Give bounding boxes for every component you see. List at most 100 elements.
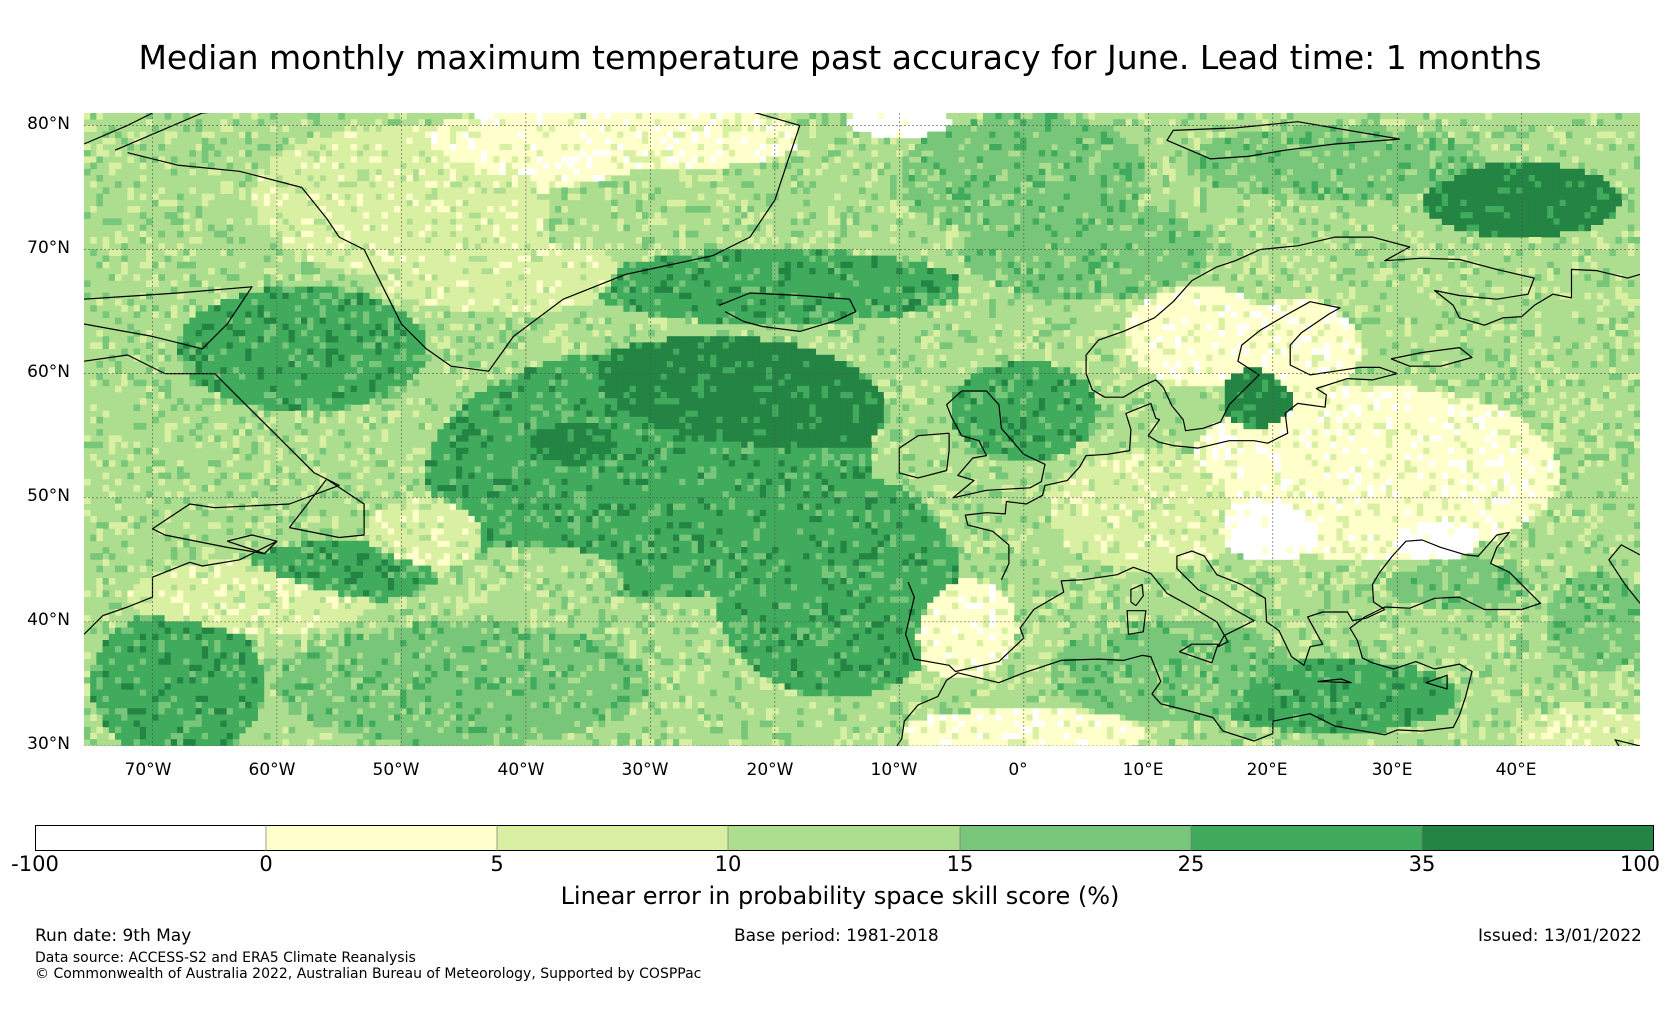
score-cell [1435, 206, 1443, 213]
score-cell [425, 181, 432, 188]
score-cell [1193, 249, 1201, 256]
score-cell [288, 212, 296, 219]
score-cell [1094, 249, 1102, 256]
score-cell [1218, 137, 1226, 145]
score-cell [468, 249, 475, 256]
score-cell [1020, 119, 1027, 126]
score-cell [797, 280, 804, 287]
score-cell [177, 193, 184, 201]
score-cell [1448, 137, 1455, 145]
score-cell [716, 156, 723, 163]
score-cell [685, 317, 692, 325]
score-cell [1032, 237, 1040, 244]
score-cell [164, 255, 172, 263]
score-cell [1274, 299, 1281, 306]
score-cell [462, 274, 469, 281]
score-cell [685, 311, 692, 318]
score-cell [1224, 162, 1232, 170]
score-cell [1144, 255, 1151, 263]
score-cell [437, 261, 444, 269]
score-cell [1113, 156, 1120, 163]
score-cell [611, 206, 618, 213]
score-cell [462, 168, 469, 176]
score-cell [282, 206, 289, 213]
score-cell [666, 119, 674, 126]
score-cell [1038, 125, 1046, 132]
score-cell [697, 125, 705, 132]
score-cell [691, 286, 699, 294]
score-cell [604, 261, 612, 269]
score-cell [301, 286, 308, 294]
score-cell [456, 144, 463, 151]
score-cell [530, 162, 537, 170]
score-cell [1119, 156, 1126, 163]
score-cell [121, 137, 128, 145]
score-cell [263, 187, 271, 194]
score-cell [1206, 286, 1213, 294]
score-cell [456, 212, 463, 219]
score-cell [1243, 193, 1250, 201]
score-cell [561, 175, 568, 182]
score-cell [970, 230, 978, 238]
score-cell [468, 125, 475, 132]
score-cell [815, 268, 823, 275]
score-cell [635, 212, 643, 219]
score-cell [1472, 206, 1480, 213]
score-cell [245, 218, 252, 225]
score-cell [1466, 212, 1474, 219]
score-cell [685, 299, 692, 306]
score-cell [288, 305, 296, 312]
score-cell [679, 299, 686, 306]
score-cell [1156, 212, 1164, 219]
score-cell [468, 292, 475, 300]
score-cell [1262, 255, 1269, 263]
score-cell [449, 299, 457, 306]
score-cell [1404, 162, 1412, 170]
score-cell [499, 113, 506, 120]
score-cell [759, 286, 767, 294]
score-cell [983, 255, 990, 263]
score-cell [1627, 187, 1635, 194]
score-cell [1125, 199, 1133, 207]
score-cell [883, 162, 891, 170]
score-cell [468, 156, 475, 163]
score-cell [859, 311, 866, 318]
score-cell [1069, 175, 1077, 182]
score-cell [1063, 187, 1071, 194]
score-cell [821, 286, 829, 294]
score-cell [976, 206, 984, 213]
score-cell [1057, 274, 1064, 281]
score-cell [1032, 144, 1040, 151]
score-cell [772, 268, 779, 275]
score-cell [536, 268, 544, 275]
score-cell [294, 286, 302, 294]
score-cell [753, 156, 761, 163]
score-cell [536, 175, 544, 182]
score-cell [425, 274, 432, 281]
score-cell [1627, 305, 1635, 312]
score-cell [425, 175, 432, 182]
score-cell [840, 137, 847, 145]
score-cell [301, 237, 308, 244]
score-cell [1516, 268, 1523, 275]
score-cell [487, 113, 494, 120]
score-cell [443, 168, 451, 176]
score-cell [964, 175, 971, 182]
score-cell [152, 274, 159, 281]
score-cell [406, 224, 413, 232]
score-cell [1398, 224, 1405, 232]
score-cell [232, 311, 240, 318]
score-cell [1262, 125, 1269, 132]
score-cell [1299, 193, 1306, 201]
score-cell [598, 119, 606, 126]
score-cell [313, 162, 320, 170]
score-cell [449, 292, 457, 300]
score-cell [1007, 230, 1015, 238]
score-cell [1162, 243, 1170, 250]
score-cell [883, 119, 891, 126]
score-cell [1014, 187, 1021, 194]
score-cell [1125, 255, 1133, 263]
score-cell [474, 113, 482, 120]
score-cell [914, 144, 922, 151]
score-cell [375, 212, 382, 219]
